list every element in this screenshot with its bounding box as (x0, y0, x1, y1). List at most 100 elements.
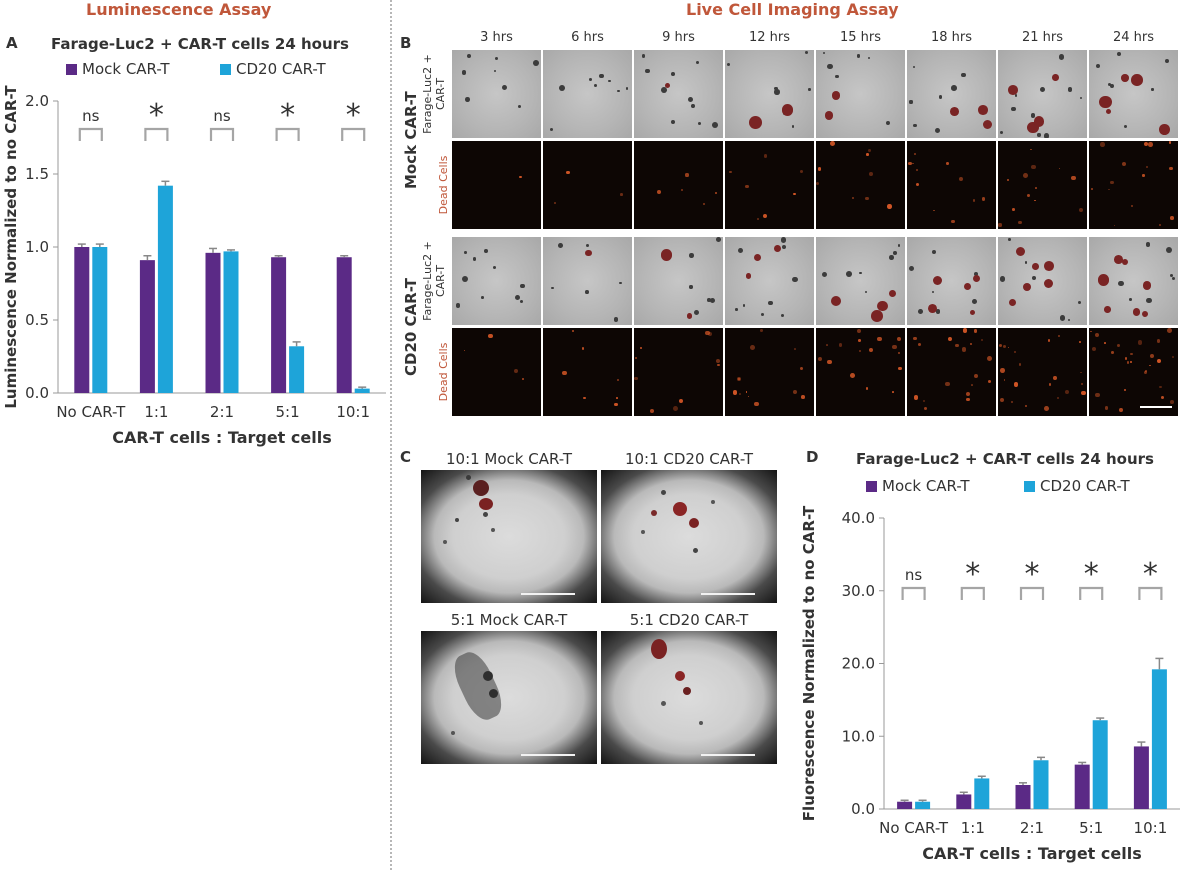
significance-bracket (1079, 586, 1104, 600)
dead-cells-tile (998, 141, 1087, 229)
significance-bracket (1138, 586, 1163, 600)
y-tick-label: 2.0 (25, 92, 49, 110)
bar (223, 251, 239, 393)
time-header: 21 hrs (1021, 30, 1064, 45)
y-tick-label: 0.5 (25, 311, 49, 329)
x-tick-label: 5:1 (276, 403, 300, 421)
time-header: 18 hrs (930, 30, 973, 45)
significance-bracket (275, 127, 300, 141)
x-tick-label: 2:1 (1020, 819, 1044, 837)
x-axis-label: CAR-T cells : Target cells (112, 428, 331, 447)
significance-star: * (149, 98, 164, 133)
brightfield-tile (452, 50, 541, 138)
time-header: 3 hrs (480, 30, 513, 45)
x-tick-label: 1:1 (961, 819, 985, 837)
dead-cells-tile (907, 328, 996, 416)
chart-title: Farage-Luc2 + CAR-T cells 24 hours (856, 450, 1154, 468)
time-header: 15 hrs (839, 30, 882, 45)
luminescence-section-title: Luminescence Assay (86, 0, 272, 19)
significance-bracket (78, 127, 103, 141)
y-tick-label: 1.5 (25, 165, 49, 183)
significance-star: * (1084, 557, 1099, 592)
significance-bracket (144, 127, 169, 141)
bar (956, 794, 972, 809)
dead-cells-tile (543, 141, 632, 229)
legend-label: Mock CAR-T (82, 60, 170, 78)
brightfield-tile (816, 50, 905, 138)
y-tick-label: 40.0 (842, 509, 875, 527)
scale-bar (1140, 406, 1172, 408)
legend-label: CD20 CAR-T (1040, 477, 1130, 495)
micrograph-title: 10:1 Mock CAR-T (445, 450, 573, 468)
significance-label: ns (82, 107, 100, 125)
bar (92, 247, 108, 393)
bar (157, 185, 173, 393)
brightfield-tile (998, 237, 1087, 325)
brightfield-tile (634, 237, 723, 325)
brightfield-tile (543, 237, 632, 325)
x-tick-label: 5:1 (1079, 819, 1103, 837)
bar (205, 252, 221, 393)
y-tick-label: 1.0 (25, 238, 49, 256)
legend-label: CD20 CAR-T (236, 60, 326, 78)
brightfield-tile (907, 237, 996, 325)
panel-letter-d: D (806, 448, 819, 466)
group-label: Mock CAR-T (402, 91, 420, 189)
chart-title: Farage-Luc2 + CAR-T cells 24 hours (51, 35, 349, 53)
micrograph-10-1-cd20 (601, 470, 777, 603)
bar (74, 247, 90, 393)
dead-cells-tile (452, 141, 541, 229)
brightfield-row-label: Farage-Luc2 + CAR-T (421, 54, 447, 134)
micrograph-5-1-mock (421, 631, 597, 764)
dead-cells-tile (725, 328, 814, 416)
dead-cells-tile (634, 141, 723, 229)
x-tick-label: No CAR-T (879, 819, 949, 837)
bar (897, 801, 913, 809)
y-tick-label: 30.0 (842, 582, 875, 600)
bar (139, 260, 155, 393)
bar (271, 257, 287, 393)
significance-bracket (960, 586, 985, 600)
dead-cells-tile (816, 141, 905, 229)
live-imaging-section-title: Live Cell Imaging Assay (686, 0, 899, 19)
bar (354, 388, 370, 393)
brightfield-tile (452, 237, 541, 325)
luminescence-bar-chart: Farage-Luc2 + CAR-T cells 24 hours Mock C… (2, 35, 386, 447)
y-axis-label: Fluorescence Normalized to no CAR-T (800, 505, 818, 821)
dead-cells-tile (1089, 328, 1178, 416)
x-tick-label: 1:1 (144, 403, 168, 421)
y-tick-label: 0.0 (25, 384, 49, 402)
significance-star: * (346, 98, 361, 133)
bar (915, 801, 931, 809)
x-axis-label: CAR-T cells : Target cells (922, 844, 1141, 863)
brightfield-tile (1089, 50, 1178, 138)
brightfield-tile (634, 50, 723, 138)
panel-letter-a: A (6, 34, 18, 52)
section-divider (390, 0, 392, 870)
brightfield-row-label: Farage-Luc2 + CAR-T (421, 241, 447, 321)
significance-bracket (341, 127, 366, 141)
bar (1074, 764, 1090, 809)
group-label: CD20 CAR-T (402, 278, 420, 376)
significance-star: * (965, 557, 980, 592)
dead-cells-tile (452, 328, 541, 416)
dead-cells-tile (543, 328, 632, 416)
micrograph-title: 5:1 CD20 CAR-T (629, 611, 749, 629)
y-axis-label: Luminescence Normalized to no CAR-T (2, 85, 20, 409)
x-tick-label: 2:1 (210, 403, 234, 421)
brightfield-tile (998, 50, 1087, 138)
dead-cells-row-label: Dead Cells (437, 342, 450, 402)
micrograph-title: 5:1 Mock CAR-T (450, 611, 568, 629)
x-tick-label: 10:1 (1134, 819, 1168, 837)
bar (1033, 760, 1049, 809)
bar (1151, 669, 1167, 809)
brightfield-tile (725, 237, 814, 325)
legend-label: Mock CAR-T (882, 477, 970, 495)
micrograph-5-1-cd20 (601, 631, 777, 764)
bar (974, 778, 990, 809)
x-tick-label: No CAR-T (56, 403, 126, 421)
significance-bracket (1019, 586, 1045, 600)
dead-cells-tile (634, 328, 723, 416)
legend-swatch (220, 64, 231, 75)
brightfield-tile (1089, 237, 1178, 325)
